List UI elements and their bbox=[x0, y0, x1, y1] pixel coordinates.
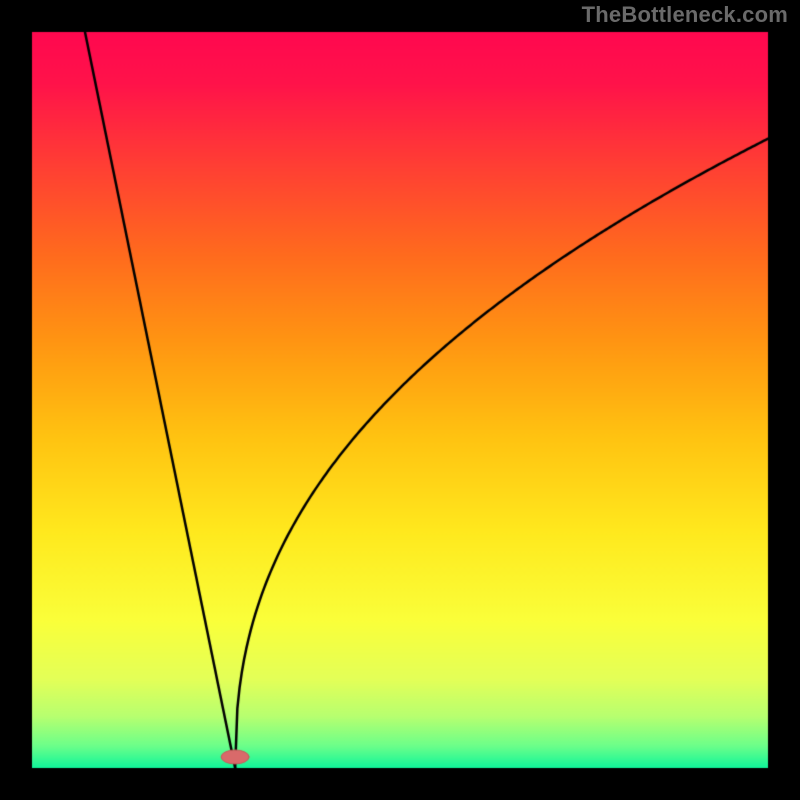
chart-container: TheBottleneck.com bbox=[0, 0, 800, 800]
watermark-text: TheBottleneck.com bbox=[582, 2, 788, 28]
bottleneck-curve-chart bbox=[0, 0, 800, 800]
